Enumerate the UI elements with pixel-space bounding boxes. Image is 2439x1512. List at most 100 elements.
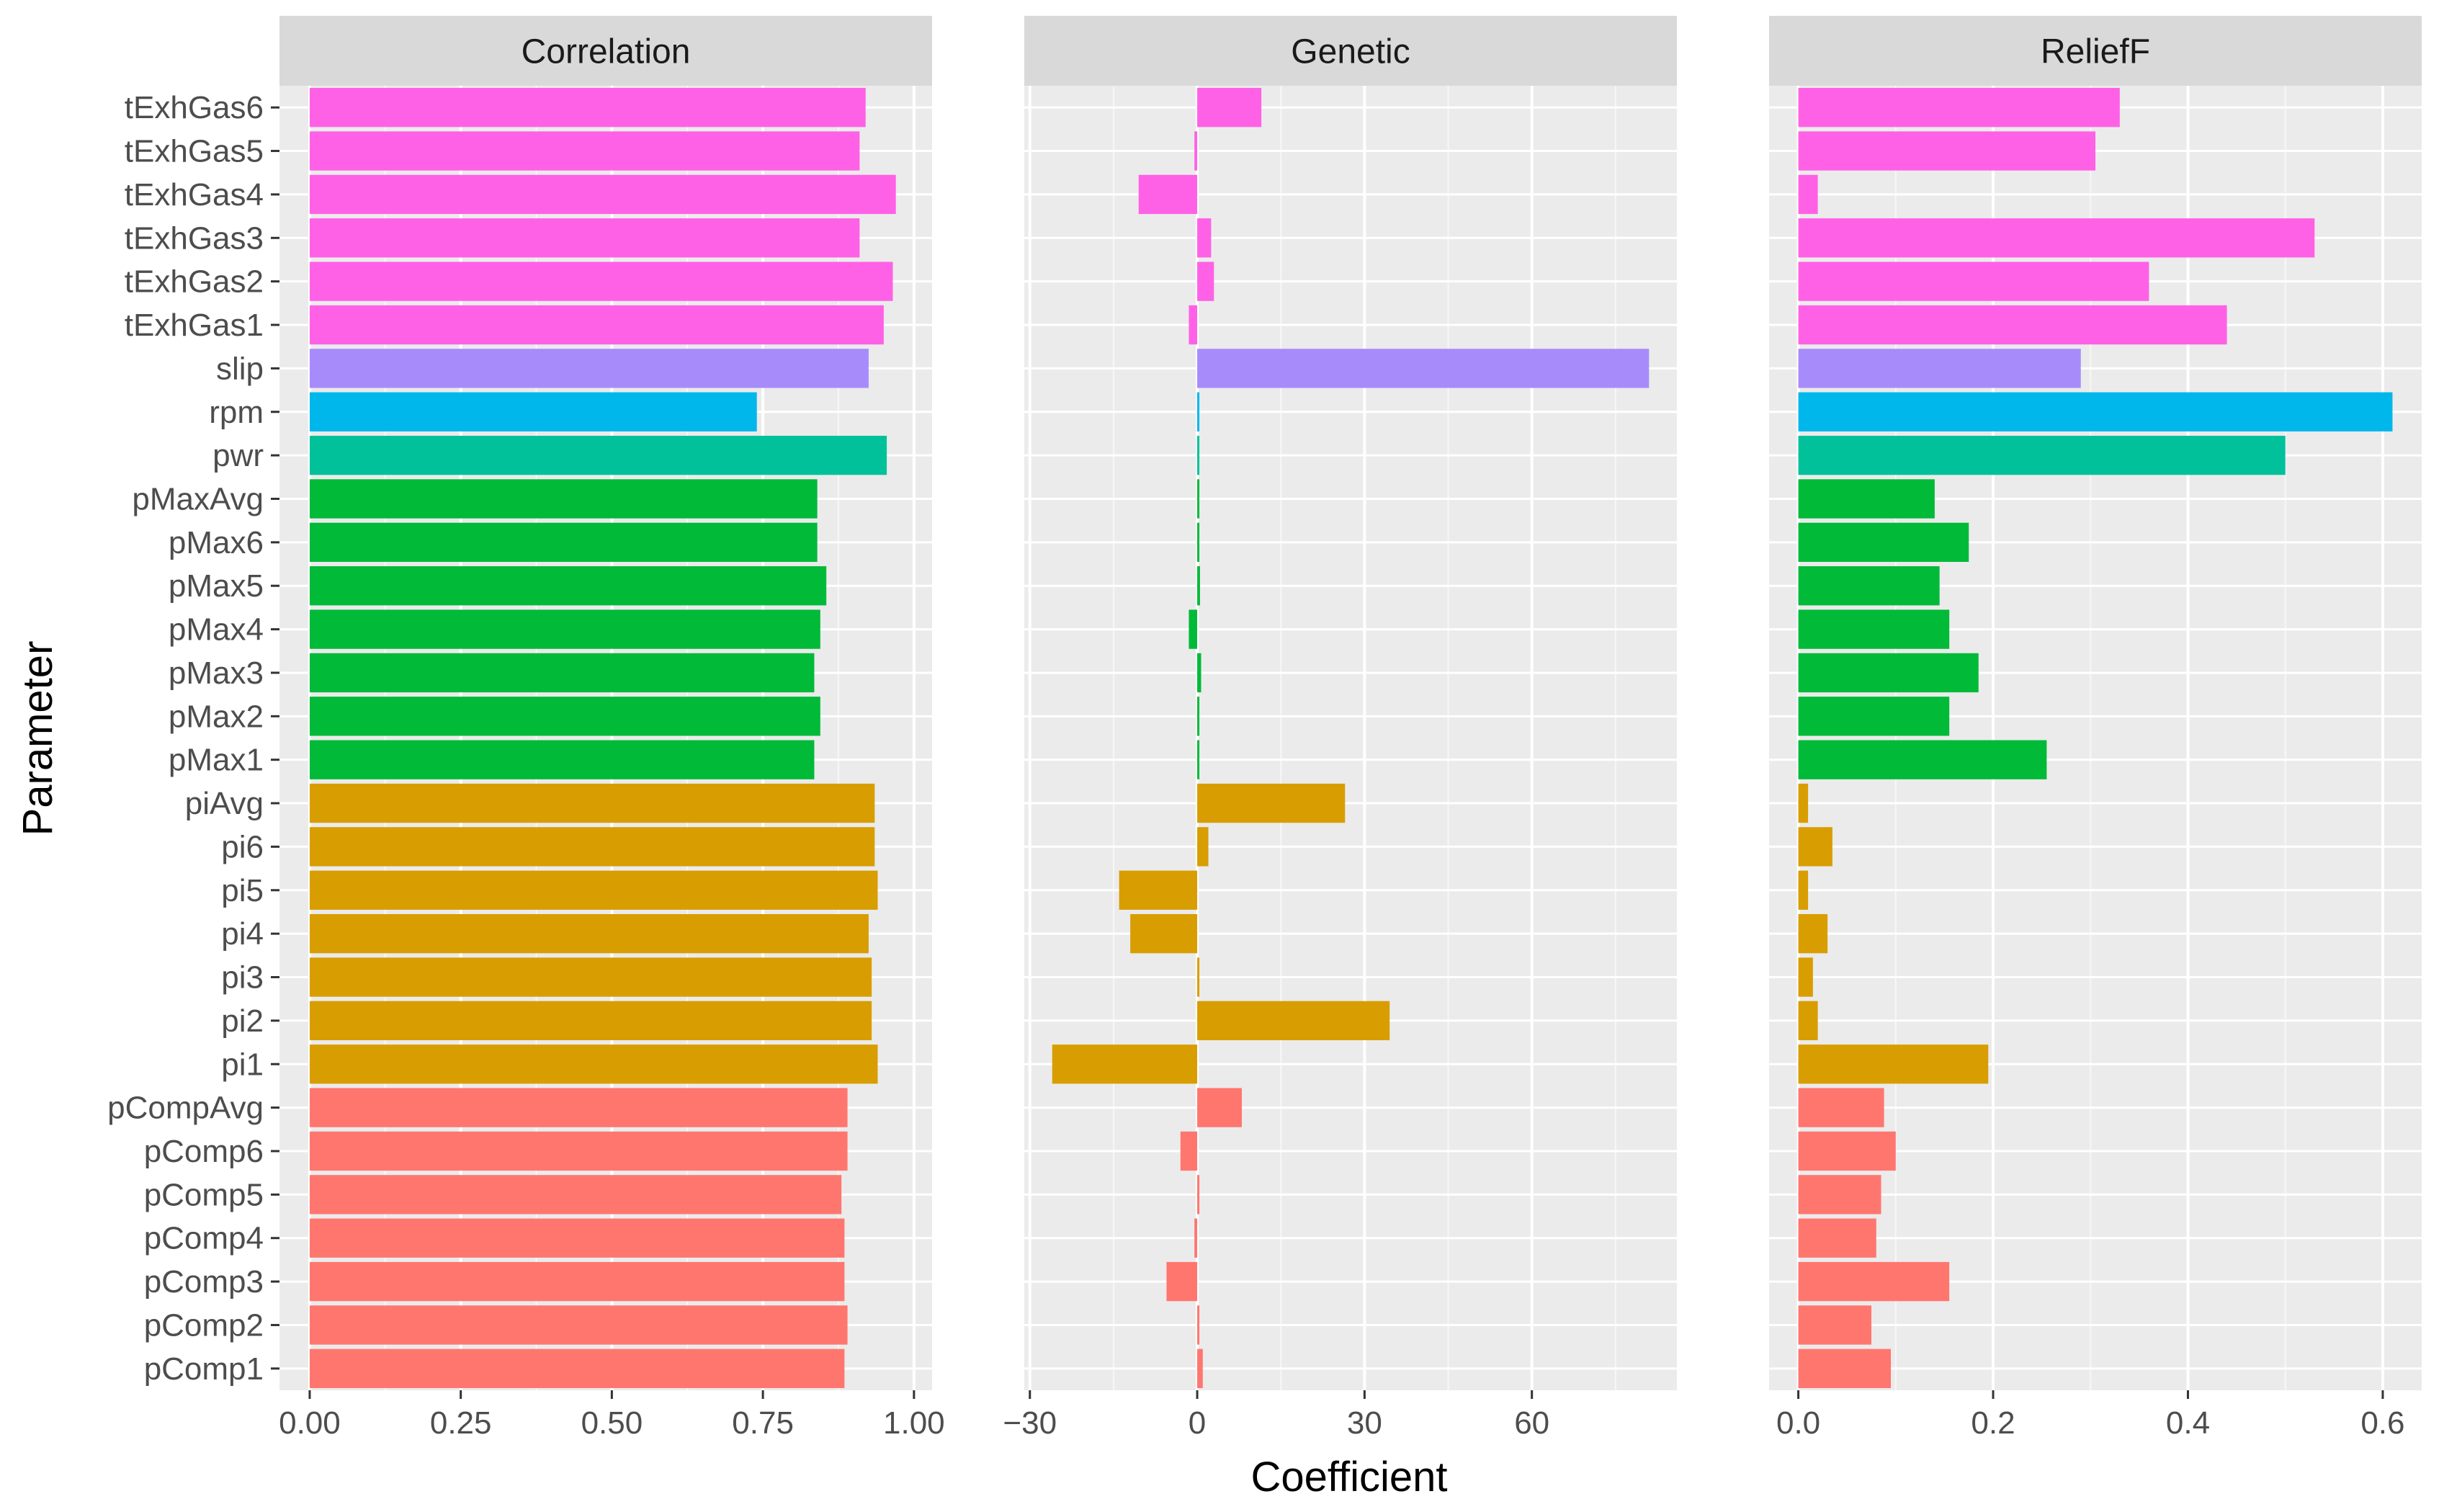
bar-pComp1 <box>1798 1348 1892 1388</box>
bar-pi2 <box>1197 1001 1390 1041</box>
x-tick-label: 30 <box>1347 1405 1382 1441</box>
bar-pMax4 <box>1798 609 1950 649</box>
bar-pMax2 <box>1197 697 1200 736</box>
bar-slip <box>1197 349 1650 388</box>
bar-pi3 <box>309 957 872 997</box>
y-tick-label: pComp5 <box>144 1177 264 1212</box>
y-tick-label: pCompAvg <box>107 1091 264 1126</box>
y-tick-label: piAvg <box>185 786 264 821</box>
bar-pi2 <box>1798 1001 1818 1041</box>
y-tick-label: tExhGas1 <box>125 308 264 343</box>
bar-pComp2 <box>1798 1305 1871 1345</box>
bar-pi1 <box>309 1044 878 1084</box>
bar-pMax1 <box>309 740 815 779</box>
bar-pCompAvg <box>1197 1088 1242 1127</box>
y-tick-label: tExhGas6 <box>125 90 264 125</box>
y-tick-label: tExhGas4 <box>125 177 264 213</box>
bar-tExhGas2 <box>309 261 893 301</box>
x-axis-title: Coefficient <box>1251 1454 1448 1500</box>
bar-pMax5 <box>1197 566 1200 606</box>
bar-pMax4 <box>309 609 820 649</box>
bar-tExhGas2 <box>1798 261 2149 301</box>
bar-pi6 <box>309 827 875 867</box>
bar-pMax2 <box>1798 697 1950 736</box>
bar-pComp3 <box>1166 1261 1198 1302</box>
y-tick-label: pMax1 <box>169 743 264 778</box>
bar-pMax6 <box>1197 522 1200 563</box>
strip-background <box>1769 16 2422 86</box>
y-tick-label: pMax5 <box>169 568 264 604</box>
bar-pMax6 <box>309 522 818 563</box>
y-tick-label: pComp2 <box>144 1307 264 1343</box>
y-tick-label: pComp4 <box>144 1221 264 1256</box>
panel-background <box>1769 86 2422 1390</box>
panel-relieff: ReliefF 0.0 0.2 0.4 0.6 <box>1769 16 2422 1441</box>
bar-pComp5 <box>1798 1175 1881 1214</box>
bar-tExhGas5 <box>1798 131 2095 171</box>
bar-slip <box>1798 349 2081 388</box>
y-tick-label: pi3 <box>221 960 264 996</box>
bar-pi1 <box>1798 1044 1989 1084</box>
y-tick-label: pComp6 <box>144 1134 264 1169</box>
panel-genetic: Genetic −30 0 30 60 <box>1003 16 1677 1441</box>
bar-tExhGas6 <box>1798 88 2120 128</box>
y-tick-label: tExhGas3 <box>125 220 264 256</box>
bar-pi5 <box>1119 870 1198 910</box>
bar-pMaxAvg <box>1798 479 1935 519</box>
y-tick-label: pMax4 <box>169 612 264 648</box>
bar-pi4 <box>1130 913 1198 954</box>
y-tick-label: pi2 <box>221 1003 264 1039</box>
panel-background <box>1024 86 1677 1390</box>
bar-pComp6 <box>1180 1131 1198 1171</box>
bar-pi2 <box>309 1001 872 1041</box>
bar-rpm <box>309 392 757 431</box>
bar-pComp6 <box>1798 1131 1896 1171</box>
y-tick-label: pComp1 <box>144 1351 264 1387</box>
y-tick-label: pMaxAvg <box>132 481 264 516</box>
y-tick-label: pMax2 <box>169 699 264 734</box>
bar-pComp1 <box>309 1348 845 1388</box>
bar-pi3 <box>1197 957 1200 997</box>
y-tick-label: pi6 <box>221 829 264 864</box>
y-tick-label: pwr <box>212 438 264 473</box>
x-tick-label: 1.00 <box>883 1405 945 1441</box>
y-tick-label: pMax6 <box>169 525 264 560</box>
bar-tExhGas1 <box>309 305 884 345</box>
bar-pCompAvg <box>1798 1088 1884 1127</box>
bar-tExhGas4 <box>1138 174 1198 215</box>
y-tick-label: pComp3 <box>144 1264 264 1299</box>
bar-tExhGas3 <box>1197 218 1212 258</box>
bar-pComp4 <box>1194 1218 1198 1258</box>
bar-pComp3 <box>1798 1261 1950 1302</box>
bar-pMax5 <box>1798 566 1940 606</box>
bar-tExhGas3 <box>309 218 860 258</box>
bar-pi4 <box>1798 913 1828 954</box>
bar-tExhGas2 <box>1197 261 1214 301</box>
bar-tExhGas6 <box>309 88 866 128</box>
bar-pi6 <box>1197 827 1209 867</box>
x-tick-label: 0.4 <box>2166 1405 2210 1441</box>
y-tick-label: pi5 <box>221 873 264 908</box>
y-axis: tExhGas6 tExhGas5 tExhGas4 tExhGas3 tExhGas2… <box>107 90 279 1387</box>
x-tick-label: 0.2 <box>1971 1405 2015 1441</box>
bar-pwr <box>1197 435 1200 475</box>
bar-pMax3 <box>309 653 815 693</box>
strip-title: ReliefF <box>2041 33 2150 71</box>
bar-pMax2 <box>309 697 820 736</box>
bar-pComp2 <box>1197 1305 1200 1345</box>
bar-pwr <box>1798 435 2286 475</box>
y-tick-label: rpm <box>209 395 264 430</box>
bar-pMaxAvg <box>309 479 818 519</box>
y-tick-label: pi4 <box>221 916 264 952</box>
bar-pComp3 <box>309 1261 845 1302</box>
bar-tExhGas4 <box>1798 174 1818 215</box>
strip-background <box>279 16 932 86</box>
bar-tExhGas1 <box>1189 305 1198 345</box>
bar-pwr <box>309 435 887 475</box>
y-axis-title: Parameter <box>14 641 61 836</box>
bar-pi6 <box>1798 827 1832 867</box>
bar-pMax3 <box>1798 653 1979 693</box>
bar-pi5 <box>1798 870 1809 910</box>
y-tick-label: pMax3 <box>169 656 264 691</box>
